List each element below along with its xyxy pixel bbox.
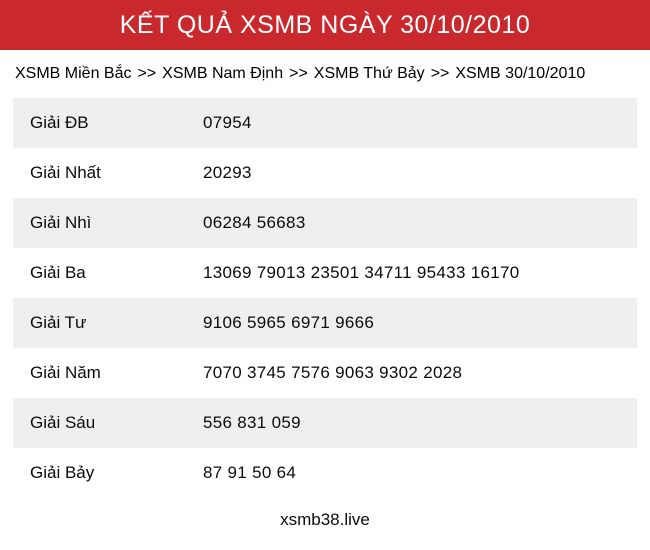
table-row-special-prize: Giải ĐB 07954: [13, 98, 637, 148]
table-row-fifth-prize: Giải Năm 7070 3745 7576 9063 9302 2028: [13, 348, 637, 398]
table-row-third-prize: Giải Ba 13069 79013 23501 34711 95433 16…: [13, 248, 637, 298]
prize-numbers: 87 91 50 64: [203, 463, 297, 482]
prize-label: Giải Bảy: [30, 463, 95, 482]
footer: xsmb38.live: [0, 510, 650, 530]
page-header: KẾT QUẢ XSMB NGÀY 30/10/2010: [0, 0, 650, 50]
prize-label: Giải Năm: [30, 363, 101, 382]
breadcrumb-separator: >>: [289, 65, 308, 82]
prize-numbers: 20293: [203, 163, 252, 182]
breadcrumb-item-weekday[interactable]: XSMB Thứ Bảy: [313, 65, 425, 82]
breadcrumb-item-region[interactable]: XSMB Miền Bắc: [15, 65, 132, 82]
results-table: Giải ĐB 07954 Giải Nhất 20293 Giải Nhì 0…: [13, 98, 637, 498]
prize-label: Giải Ba: [30, 263, 86, 282]
prize-label: Giải Nhất: [30, 163, 101, 182]
prize-label: Giải ĐB: [30, 113, 89, 132]
table-row-second-prize: Giải Nhì 06284 56683: [13, 198, 637, 248]
prize-label: Giải Sáu: [30, 413, 96, 432]
table-row-sixth-prize: Giải Sáu 556 831 059: [13, 398, 637, 448]
table-row-seventh-prize: Giải Bảy 87 91 50 64: [13, 448, 637, 498]
table-row-first-prize: Giải Nhất 20293: [13, 148, 637, 198]
prize-numbers: 07954: [203, 113, 252, 132]
prize-numbers: 06284 56683: [203, 213, 306, 232]
prize-numbers: 13069 79013 23501 34711 95433 16170: [203, 263, 520, 282]
table-row-fourth-prize: Giải Tư 9106 5965 6971 9666: [13, 298, 637, 348]
breadcrumb: XSMB Miền Bắc >> XSMB Nam Định >> XSMB T…: [0, 50, 650, 98]
breadcrumb-item-province[interactable]: XSMB Nam Định: [162, 65, 284, 82]
breadcrumb-separator: >>: [430, 65, 450, 82]
prize-label: Giải Nhì: [30, 213, 92, 232]
breadcrumb-item-date[interactable]: XSMB 30/10/2010: [455, 65, 586, 82]
page-title: KẾT QUẢ XSMB NGÀY 30/10/2010: [119, 10, 531, 39]
prize-label: Giải Tư: [30, 313, 87, 332]
prize-numbers: 556 831 059: [203, 413, 301, 432]
prize-numbers: 7070 3745 7576 9063 9302 2028: [203, 363, 463, 382]
breadcrumb-separator: >>: [137, 65, 157, 82]
site-name: xsmb38.live: [280, 510, 370, 529]
prize-numbers: 9106 5965 6971 9666: [203, 313, 375, 332]
